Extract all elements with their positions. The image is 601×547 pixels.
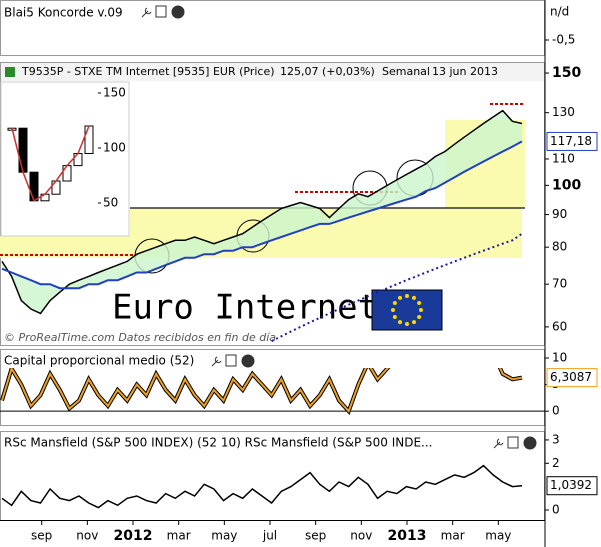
y-tick-label: 10: [552, 350, 567, 364]
y-tick-label: 100: [552, 177, 581, 193]
panel-title: Capital proporcional medio (52): [4, 354, 194, 368]
x-tick-label: nov: [76, 529, 98, 543]
inset-candle: [73, 153, 83, 167]
y-tick-label: 0: [552, 502, 560, 516]
header: [1, 432, 544, 452]
panel-title: RSc Mansfield (S&P 500 INDEX) (52 10) RS…: [4, 436, 433, 450]
y-tick-label: 60: [552, 319, 567, 333]
zone: [0, 236, 130, 258]
value-label: 6,3087: [550, 370, 592, 384]
period: Semanal: [382, 65, 430, 78]
y-tick-label: 90: [552, 207, 567, 221]
panel-title: T9535P - STXE TM Internet [9535] EUR (Pr…: [21, 65, 275, 78]
inset-tick-label: 50: [103, 196, 118, 210]
inset-tick-label: 150: [103, 86, 126, 100]
x-tick-label: mar: [167, 529, 191, 543]
x-tick-label: sep: [31, 529, 52, 543]
y-tick-label: 70: [552, 277, 567, 291]
panel-title: Blai5 Koncorde v.09: [4, 6, 123, 20]
credit: © ProRealTime.com Datos recibidos en fin…: [4, 331, 276, 344]
x-tick-label: nov: [350, 529, 372, 543]
panel-icons[interactable]: [141, 5, 537, 450]
series-line: [1, 368, 523, 414]
inset-candle: [29, 171, 39, 202]
header: [1, 1, 191, 23]
star: [392, 301, 397, 305]
y-tick-label: 2: [552, 456, 560, 470]
series-line: [271, 232, 523, 342]
star: [405, 322, 409, 326]
last-price: 125,07 (+0,03%): [280, 65, 375, 78]
star: [417, 315, 422, 319]
star: [419, 308, 423, 312]
panel-frame: [0, 349, 545, 426]
inset-candle: [51, 180, 61, 195]
y-tick-label: 110: [552, 151, 575, 165]
x-tick-label: may: [211, 529, 237, 543]
x-tick-label: mar: [441, 529, 465, 543]
star: [412, 295, 416, 300]
band-area: [2, 110, 522, 314]
y-tick-label: 0: [552, 404, 560, 418]
star: [398, 295, 402, 300]
watermark: Euro Internet: [112, 288, 378, 328]
star: [398, 320, 402, 325]
x-tick-label: 2013: [388, 528, 427, 544]
inset-line: [11, 125, 90, 202]
x-tick-label: 2012: [114, 528, 153, 544]
value-label: 117,18: [550, 134, 592, 148]
series-line: [1, 109, 523, 315]
y-tick-label: 3: [552, 432, 560, 446]
inset-tick-label: 100: [103, 141, 126, 155]
inset-candle: [62, 165, 72, 182]
inset-candle: [84, 125, 94, 154]
y-tick-label: -0,5: [552, 33, 575, 47]
value-box: [546, 368, 598, 388]
value-box: [546, 476, 598, 496]
series-line: [1, 140, 523, 290]
x-tick-label: jul: [262, 529, 277, 543]
icon: [5, 67, 15, 77]
x-tick-label: may: [485, 529, 511, 543]
eu-flag: [371, 289, 443, 331]
star: [405, 294, 409, 298]
series-line: [1, 464, 523, 509]
date: 13 jun 2013: [432, 65, 498, 78]
header: [1, 63, 544, 81]
inset-candle: [18, 127, 28, 173]
star: [391, 308, 395, 312]
star: [417, 301, 422, 305]
star: [412, 320, 416, 325]
status: n/d: [550, 5, 569, 19]
x-tick-label: sep: [305, 529, 326, 543]
value-label: 1,0392: [550, 478, 592, 492]
value-box: [546, 131, 598, 151]
y-tick-label: 130: [552, 105, 575, 119]
y-tick-label: 150: [552, 65, 581, 81]
star: [392, 315, 397, 319]
y-tick-label: 80: [552, 240, 567, 254]
